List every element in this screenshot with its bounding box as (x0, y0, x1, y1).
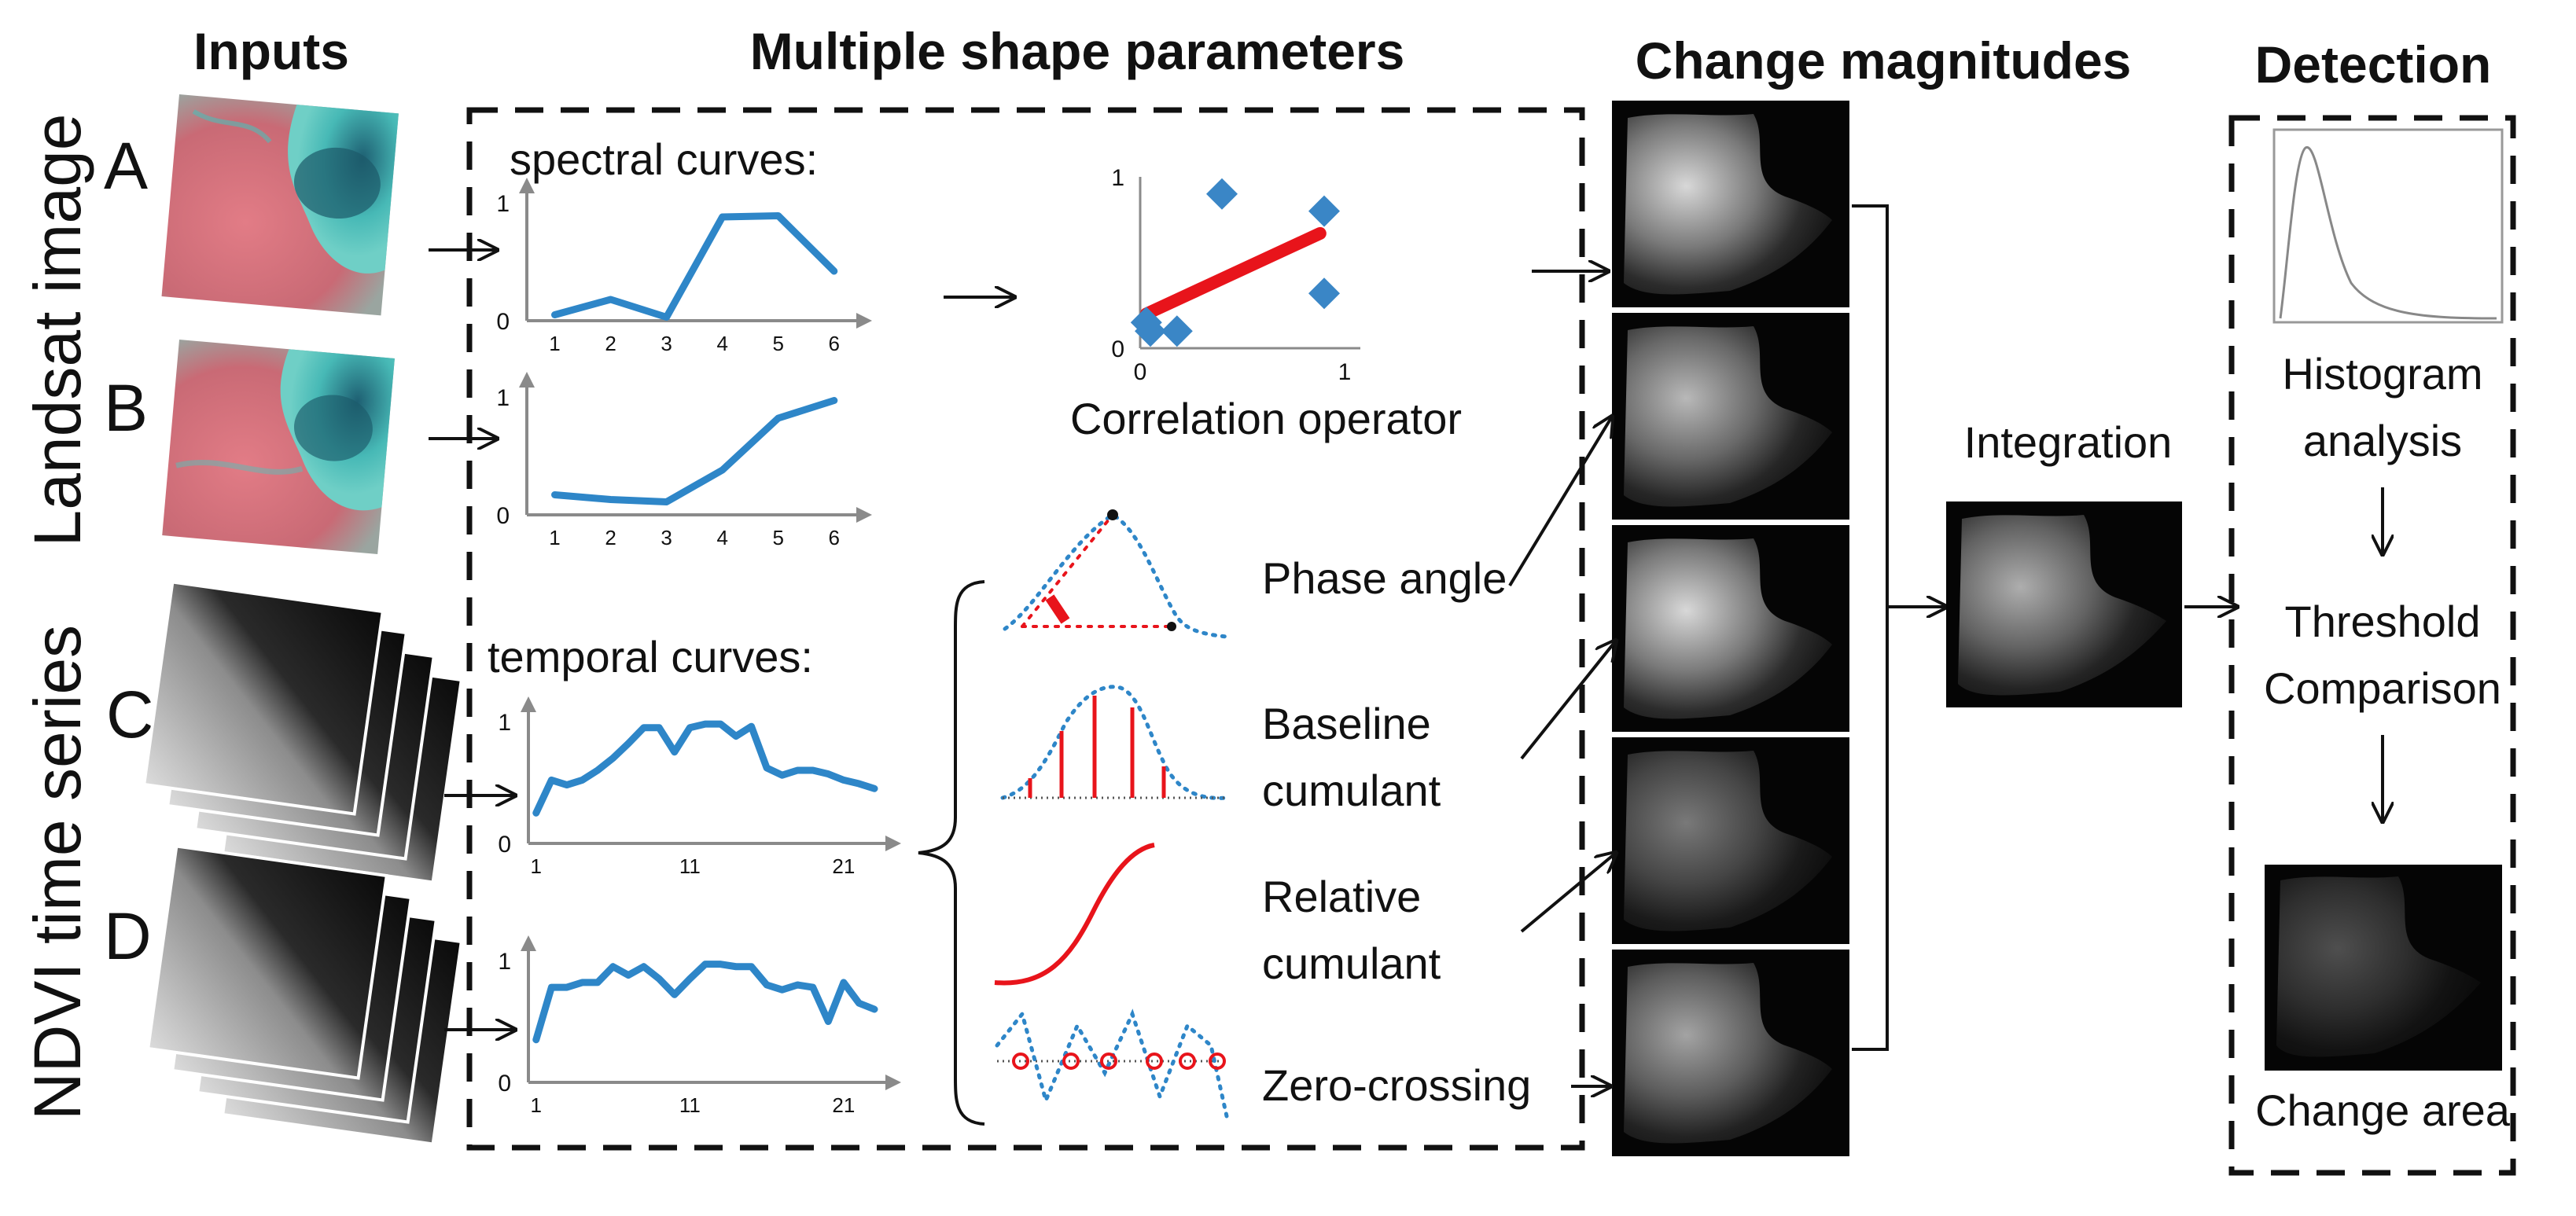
input-letter-b: B (104, 371, 148, 445)
param-zero-crossing: Zero-crossing (1262, 1060, 1531, 1110)
phase-angle-glyph (1003, 509, 1229, 639)
input-letter-d: D (104, 899, 152, 973)
y-tick-label: 1 (498, 949, 511, 975)
change-area-map-content (2276, 876, 2481, 1057)
y-tick-label: 1 (496, 385, 510, 411)
temporal-curves-title: temporal curves: (488, 632, 813, 681)
baseline-cumulant-glyph (1000, 685, 1229, 800)
correlation-operator-label: Correlation operator (1070, 394, 1462, 443)
param-relative-cumulant: cumulant (1262, 939, 1441, 988)
change-magnitude-maps (1624, 114, 1832, 1144)
shape-parameters-frame (466, 107, 1585, 1151)
x-tick-label: 1 (549, 526, 560, 549)
y-tick-label: 0 (498, 832, 511, 858)
x-tick-label: 3 (661, 332, 672, 355)
x-tick-label: 2 (605, 332, 616, 355)
x-tick-label: 0 (1134, 359, 1147, 385)
scatter-point (1308, 277, 1340, 310)
x-tick-label: 1 (531, 854, 542, 878)
ndvi-stack-c (142, 580, 464, 884)
change-magnitudes-header: Change magnitudes (1636, 31, 2132, 90)
landsat-image-label: Landsat image (20, 113, 94, 546)
spectral-curves-title: spectral curves: (510, 134, 818, 184)
integration-bracket (1852, 204, 1889, 1051)
scatter-point (1308, 195, 1340, 227)
y-tick-label: 1 (496, 191, 510, 217)
y-tick-label: 1 (498, 710, 511, 736)
input-letter-a: A (104, 129, 148, 203)
ndvi-stack-d (145, 844, 464, 1146)
histogram-label: Histogram (2282, 349, 2482, 399)
zero-crossing-glyph (995, 1008, 1229, 1119)
histogram-plot (2272, 128, 2504, 324)
scatter-point (1161, 315, 1193, 347)
series-line (551, 212, 838, 321)
x-tick-label: 1 (549, 332, 560, 355)
x-tick-label: 11 (679, 854, 701, 878)
arrow-relative-to-magnitude (1520, 853, 1616, 933)
correlation-scatter-chart: 0 1 0 1 (1111, 165, 1360, 385)
integrated-map-content (1958, 515, 2166, 696)
x-tick-label: 21 (832, 1093, 855, 1117)
x-tick-label: 21 (832, 854, 855, 878)
series-line (532, 961, 878, 1044)
input-letter-c: C (106, 678, 154, 751)
temporal-brace (918, 580, 985, 1126)
x-tick-label: 1 (531, 1093, 542, 1117)
y-tick-label: 0 (1111, 336, 1124, 362)
series-line (551, 397, 838, 505)
threshold-label: Threshold (2284, 597, 2480, 646)
x-tick-label: 1 (1338, 359, 1352, 385)
y-tick-label: 0 (496, 503, 510, 529)
spectral-chart-a: 1 2 3 4 5 6 0 1 (496, 178, 872, 355)
relative-cumulant-glyph (994, 843, 1155, 986)
param-baseline: Baseline (1262, 699, 1431, 748)
detection-header: Detection (2255, 35, 2492, 94)
param-relative: Relative (1262, 872, 1421, 921)
fit-line (1139, 226, 1327, 321)
scatter-point (1206, 178, 1238, 210)
landsat-image-b (162, 340, 395, 555)
arrow-phase-angle-to-magnitude (1508, 417, 1612, 587)
detection-frame (2228, 115, 2516, 1176)
x-tick-label: 4 (716, 332, 727, 355)
y-tick-label: 0 (498, 1071, 511, 1097)
analysis-label: analysis (2303, 416, 2462, 465)
scatter-point (1135, 315, 1166, 347)
y-tick-label: 0 (496, 309, 510, 335)
spectral-chart-b: 1 2 3 4 5 6 0 1 (496, 372, 872, 549)
x-tick-label: 6 (829, 332, 840, 355)
landsat-image-a (161, 94, 399, 316)
x-tick-label: 11 (679, 1093, 701, 1117)
x-tick-label: 6 (829, 526, 840, 549)
ndvi-time-series-label: NDVI time series (20, 625, 94, 1120)
inputs-header: Inputs (193, 22, 349, 80)
x-tick-label: 5 (773, 332, 784, 355)
x-tick-label: 5 (773, 526, 784, 549)
shape-parameters-header: Multiple shape parameters (750, 22, 1405, 80)
x-tick-label: 3 (661, 526, 672, 549)
series-line (532, 720, 878, 817)
param-phase-angle: Phase angle (1262, 553, 1507, 603)
comparison-label: Comparison (2264, 663, 2501, 713)
x-tick-label: 4 (716, 526, 727, 549)
y-tick-label: 1 (1111, 165, 1124, 191)
param-baseline-cumulant: cumulant (1262, 766, 1441, 815)
x-tick-label: 2 (605, 526, 616, 549)
arrow-baseline-to-magnitude (1520, 641, 1616, 760)
change-area-label: Change area (2255, 1086, 2511, 1135)
integration-label: Integration (1964, 417, 2173, 467)
